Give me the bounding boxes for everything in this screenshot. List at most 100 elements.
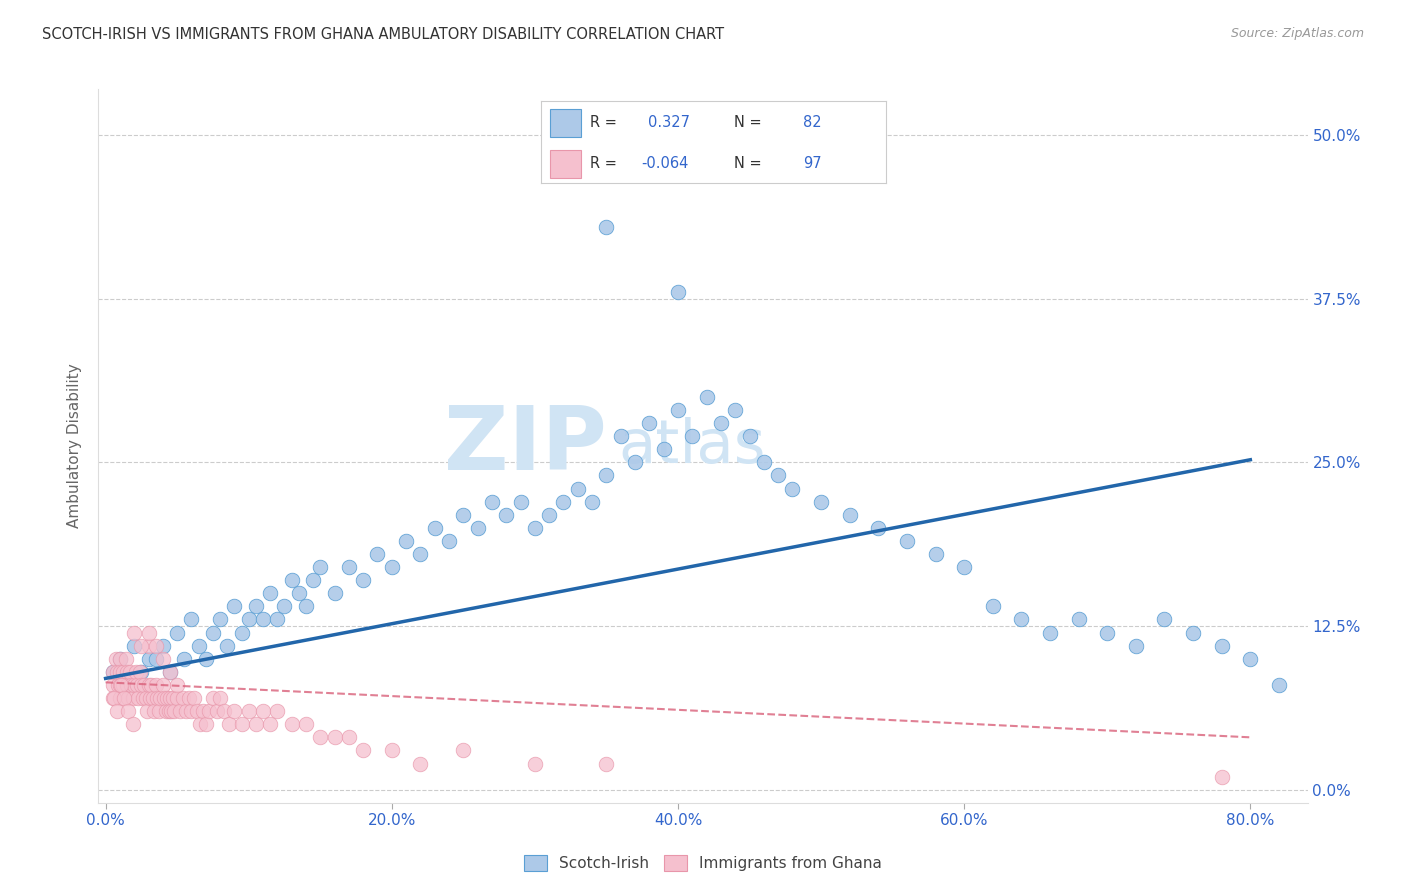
Point [104,652,127,666]
Point [101,665,124,679]
Point [114,652,136,666]
FancyBboxPatch shape [550,150,581,178]
Point [595,756,617,771]
Point [481,494,503,508]
Point [259,717,281,731]
Point [110,678,132,692]
Point [252,704,274,718]
Point [273,599,295,614]
Point [122,625,145,640]
Point [152,652,174,666]
Point [108,652,131,666]
Point [209,691,232,706]
Point [710,416,733,430]
Point [160,704,183,718]
Point [224,704,246,718]
Point [166,691,188,706]
Point [266,612,288,626]
Point [924,547,946,561]
Point [453,508,475,522]
Point [169,704,191,718]
Point [108,678,131,692]
Point [124,665,146,679]
Point [120,678,142,692]
Point [381,743,404,757]
Legend: Scotch-Irish, Immigrants from Ghana: Scotch-Irish, Immigrants from Ghana [517,849,889,877]
Point [437,533,460,548]
Point [1182,625,1205,640]
Point [423,521,446,535]
Point [103,691,125,706]
Text: 0.327: 0.327 [648,115,690,130]
Point [152,678,174,692]
Point [201,625,224,640]
Point [173,652,195,666]
Point [146,691,169,706]
Point [352,573,374,587]
Point [121,691,143,706]
Point [117,704,139,718]
Point [231,717,253,731]
Point [453,743,475,757]
Point [107,678,129,692]
Point [231,625,253,640]
Point [581,494,603,508]
Point [567,482,589,496]
Point [122,678,145,692]
Point [108,652,131,666]
Point [125,678,148,692]
Text: 97: 97 [803,156,821,171]
Point [280,573,302,587]
Point [209,612,232,626]
Point [131,678,153,692]
Point [139,691,162,706]
Text: -0.064: -0.064 [641,156,689,171]
Point [495,508,517,522]
Point [132,691,155,706]
Point [194,652,217,666]
Point [156,691,179,706]
Point [666,403,689,417]
Point [159,665,181,679]
Point [134,678,156,692]
Point [352,743,374,757]
Point [681,429,703,443]
Point [117,691,139,706]
Point [738,429,761,443]
Point [981,599,1004,614]
Point [143,704,166,718]
Point [138,652,160,666]
Point [467,521,489,535]
Text: Source: ZipAtlas.com: Source: ZipAtlas.com [1230,27,1364,40]
Point [162,691,184,706]
Point [595,219,617,234]
Text: 82: 82 [803,115,821,130]
Point [217,639,239,653]
Point [782,482,804,496]
Point [180,612,202,626]
Point [1125,639,1147,653]
Point [159,691,181,706]
Point [115,678,138,692]
Point [149,691,172,706]
Point [523,756,546,771]
Point [652,442,675,457]
Point [1153,612,1175,626]
Point [197,704,219,718]
Text: N =: N = [734,156,762,171]
Point [509,494,531,508]
Point [145,639,167,653]
Point [323,731,346,745]
Point [129,665,152,679]
Point [101,665,124,679]
Point [188,717,211,731]
Point [105,704,128,718]
Point [896,533,918,548]
Point [118,665,141,679]
Point [105,665,128,679]
Text: R =: R = [589,115,616,130]
Point [131,665,153,679]
Point [163,704,186,718]
Point [782,154,804,169]
Y-axis label: Ambulatory Disability: Ambulatory Disability [67,364,83,528]
